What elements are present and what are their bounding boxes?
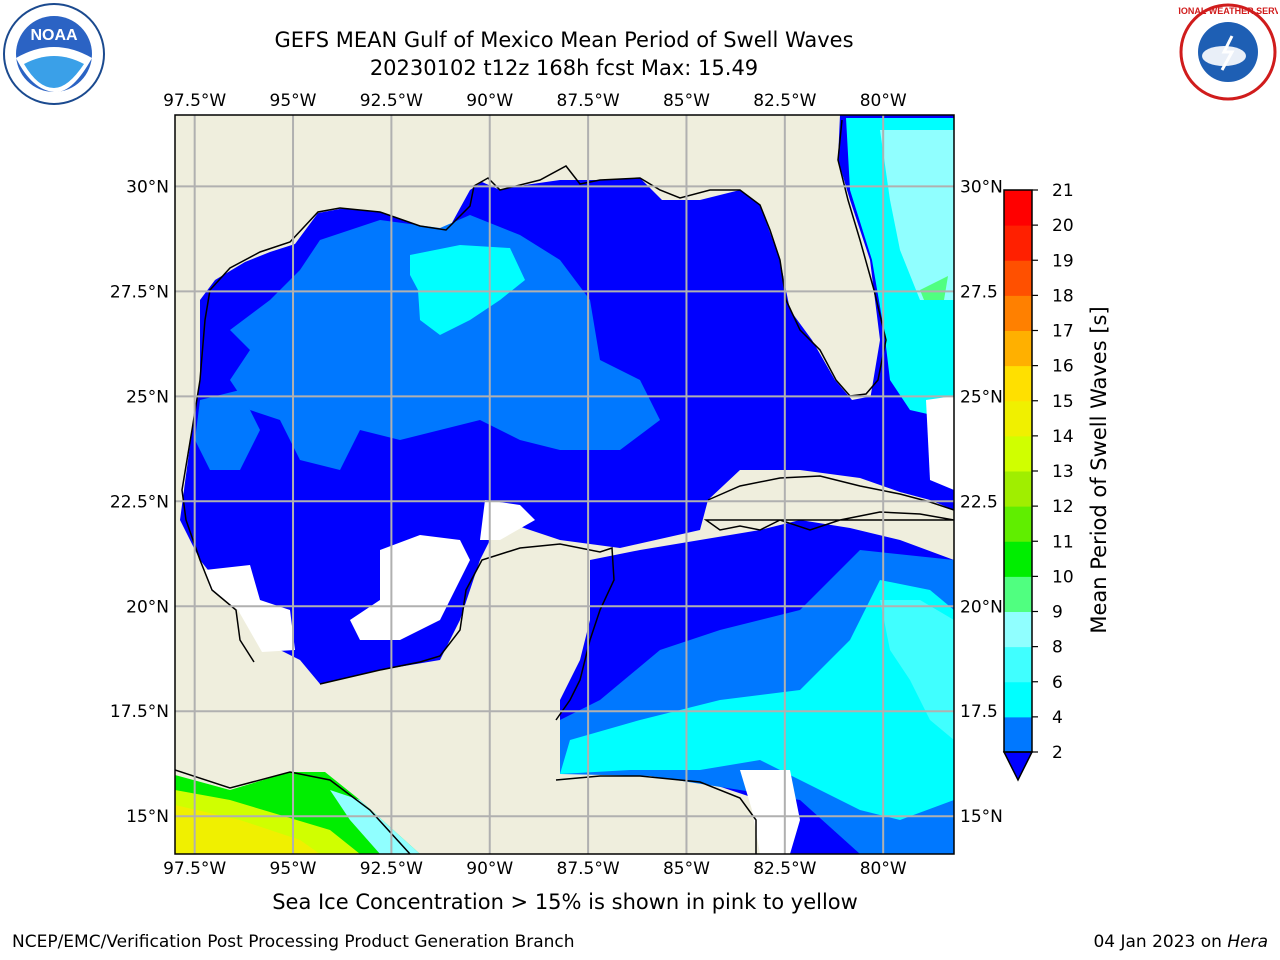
no-data-patch-campeche — [480, 500, 535, 540]
noaa-logo-text: NOAA — [30, 27, 78, 44]
colorbar-segment — [1004, 400, 1032, 437]
gulf-high-swell-region — [410, 245, 525, 335]
lon-tick-label-top: 85°W — [663, 91, 710, 111]
colorbar-segment — [1004, 471, 1032, 507]
map-title: GEFS MEAN Gulf of Mexico Mean Period of … — [274, 28, 854, 52]
colorbar-tick-label: 10 — [1052, 567, 1074, 587]
nws-logo-text: NATIONAL WEATHER SERVICE — [1178, 6, 1278, 16]
colorbar-segment — [1004, 716, 1032, 753]
lat-tick-label-right: 25°N — [960, 387, 1003, 407]
colorbar-tick-label: 8 — [1052, 638, 1063, 658]
colorbar-segment — [1004, 646, 1032, 683]
lat-tick-label-right: 22.5 — [960, 492, 998, 512]
lon-tick-label-top: 82.5°W — [753, 91, 816, 111]
colorbar: 2 4 6 8 9 10 11 12 13 14 15 16 17 18 19 20 21 — [1002, 181, 1074, 782]
map-area — [175, 115, 954, 854]
colorbar-segment — [1004, 260, 1032, 296]
colorbar-tick-label: 20 — [1052, 216, 1074, 236]
lat-tick-label-left: 30°N — [126, 177, 169, 197]
footer-host: Hera — [1227, 932, 1268, 952]
lat-tick-label-left: 17.5°N — [110, 702, 169, 722]
coastline-yucatan — [319, 543, 615, 721]
gulf-southwest-patch — [195, 390, 260, 470]
lat-tick-label-right: 20°N — [960, 597, 1003, 617]
lon-tick-label-top: 80°W — [860, 91, 907, 111]
colorbar-extend-min — [1002, 751, 1034, 782]
caribbean-light-swell-region — [880, 600, 954, 740]
lon-tick-label-bottom: 82.5°W — [753, 859, 816, 879]
lon-tick-label-top: 90°W — [466, 91, 513, 111]
colorbar-segment — [1004, 295, 1032, 331]
lon-tick-label-bottom: 92.5°W — [360, 859, 423, 879]
lat-tick-label-right: 30°N — [960, 177, 1003, 197]
colorbar-tick-label: 4 — [1052, 708, 1063, 728]
lon-tick-label-bottom: 90°W — [466, 859, 513, 879]
colorbar-tick-label: 13 — [1052, 462, 1074, 482]
coastline-pacific — [175, 769, 411, 854]
colorbar-segment — [1004, 225, 1032, 261]
lon-tick-label-top: 92.5°W — [360, 91, 423, 111]
colorbar-segment — [1004, 576, 1032, 612]
lon-tick-label-top: 95°W — [270, 91, 317, 111]
colorbar-tick-label: 9 — [1052, 603, 1063, 623]
no-data-patch-west — [205, 565, 295, 652]
colorbar-tick-label: 18 — [1052, 286, 1074, 306]
lat-tick-label-right: 27.5 — [960, 282, 998, 302]
colorbar-segment — [1004, 611, 1032, 648]
colorbar-tick-label: 19 — [1052, 251, 1074, 271]
footer-date: 04 Jan 2023 on — [1093, 932, 1222, 952]
lat-tick-label-left: 25°N — [126, 387, 169, 407]
no-data-patch-yucatan — [350, 535, 470, 640]
lon-tick-label-bottom: 97.5°W — [163, 859, 226, 879]
lat-tick-label-left: 27.5°N — [110, 282, 169, 302]
colorbar-segment — [1004, 365, 1032, 402]
colorbar-segment — [1004, 506, 1032, 542]
colorbar-segment — [1004, 541, 1032, 577]
lon-tick-label-bottom: 95°W — [270, 859, 317, 879]
colorbar-tick-label: 21 — [1052, 181, 1074, 201]
no-data-patch-florida-keys — [926, 396, 954, 490]
lat-tick-label-left: 22.5°N — [110, 492, 169, 512]
axis-tick-labels: 97.5°W 97.5°W 95°W 95°W 92.5°W 92.5°W 90°W 90°W… — [110, 91, 1003, 879]
map-subtitle: 20230102 t12z 168h fcst Max: 15.49 — [369, 56, 759, 80]
footer-timestamp: 04 Jan 2023 on Hera — [1093, 932, 1268, 952]
coastline-central-america — [555, 775, 757, 854]
lon-tick-label-top: 87.5°W — [557, 91, 620, 111]
lon-tick-label-top: 97.5°W — [163, 91, 226, 111]
colorbar-tick-label: 15 — [1052, 392, 1074, 412]
pacific-cyan-edge — [330, 790, 420, 854]
nws-logo: NATIONAL WEATHER SERVICE — [1178, 3, 1278, 101]
lat-tick-label-right: 17.5 — [960, 702, 998, 722]
colorbar-segment — [1004, 681, 1032, 718]
gulf-medium-swell-region — [230, 215, 660, 470]
colorbar-segment — [1004, 330, 1032, 367]
noaa-logo: NOAA — [3, 3, 105, 105]
lon-tick-label-bottom: 87.5°W — [557, 859, 620, 879]
colorbar-tick-label: 16 — [1052, 357, 1074, 377]
colorbar-label: Mean Period of Swell Waves [s] — [1087, 306, 1111, 633]
lat-tick-label-left: 20°N — [126, 597, 169, 617]
caribbean-high-swell-region — [560, 580, 954, 820]
lon-tick-label-bottom: 80°W — [860, 859, 907, 879]
colorbar-tick-label: 14 — [1052, 427, 1074, 447]
colorbar-tick-label: 12 — [1052, 497, 1074, 517]
map-frame — [174, 114, 955, 855]
atlantic-green-patch — [920, 276, 948, 300]
colorbar-tick-label: 17 — [1052, 322, 1074, 342]
atlantic-light-swell-region — [880, 130, 954, 300]
footer-credit: NCEP/EMC/Verification Post Processing Pr… — [12, 932, 575, 952]
colorbar-segment — [1004, 190, 1032, 226]
lat-tick-label-left: 15°N — [126, 807, 169, 827]
colorbar-tick-label: 2 — [1052, 743, 1063, 763]
colorbar-segment — [1004, 435, 1032, 472]
colorbar-tick-label: 6 — [1052, 673, 1063, 693]
pacific-bright-yellow-region — [175, 805, 320, 854]
map-gridlines — [175, 115, 954, 854]
sea-ice-note: Sea Ice Concentration > 15% is shown in … — [272, 890, 858, 914]
colorbar-tick-label: 11 — [1052, 532, 1074, 552]
lon-tick-label-bottom: 85°W — [663, 859, 710, 879]
lat-tick-label-right: 15°N — [960, 807, 1003, 827]
